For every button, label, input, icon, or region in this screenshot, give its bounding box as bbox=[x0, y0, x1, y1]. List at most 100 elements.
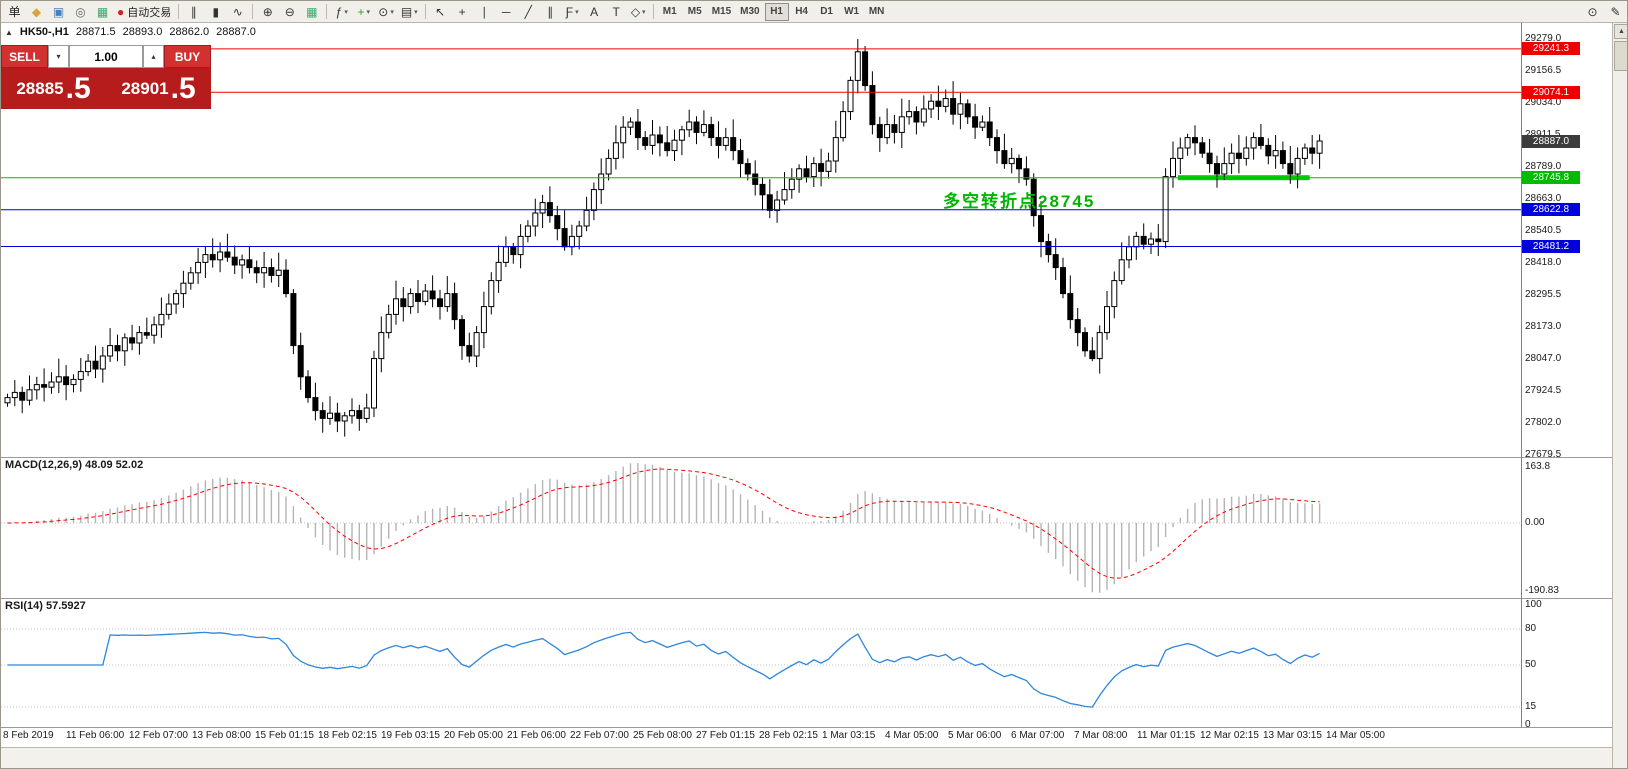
line-chart-button[interactable]: ∿ bbox=[227, 2, 248, 21]
tile-windows-button[interactable]: ▦ bbox=[301, 2, 322, 21]
chevron-down-icon: ▾ bbox=[642, 8, 646, 16]
time-axis-label: 11 Mar 01:15 bbox=[1137, 730, 1196, 741]
price-axis-label: 28047.0 bbox=[1525, 353, 1562, 365]
time-axis-label: 7 Mar 08:00 bbox=[1074, 730, 1128, 741]
price-axis-label: 29034.0 bbox=[1525, 96, 1562, 108]
market-watch-icon: ◆ bbox=[31, 4, 42, 19]
candlestick-chart-button[interactable]: ▮ bbox=[205, 2, 226, 21]
channel-button[interactable]: ∥ bbox=[540, 2, 561, 21]
timeframe-button-m30[interactable]: M30 bbox=[736, 3, 763, 21]
pin-button[interactable]: ✎ bbox=[1605, 2, 1626, 21]
strategy-tester-button[interactable]: ▦ bbox=[92, 2, 113, 21]
collapse-chart-icon[interactable]: ▲ bbox=[5, 27, 13, 37]
zoom-out-button[interactable]: ⊖ bbox=[279, 2, 300, 21]
current-price-tag: 28887.0 bbox=[1522, 134, 1580, 148]
trendline-button[interactable]: ╱ bbox=[518, 2, 539, 21]
shapes-button[interactable]: ◇ ▾ bbox=[628, 2, 649, 21]
new-order-button[interactable]: 单 bbox=[4, 2, 25, 21]
navigator-icon: ▣ bbox=[52, 4, 65, 19]
time-axis-label: 1 Mar 03:15 bbox=[822, 730, 876, 741]
time-axis-label: 25 Feb 08:00 bbox=[633, 730, 692, 741]
strategy-tester-icon: ▦ bbox=[96, 4, 109, 19]
price-tag-28622.8: 28622.8 bbox=[1522, 203, 1580, 217]
timeframe-button-mn[interactable]: MN bbox=[865, 3, 889, 21]
macd-axis-label: 163.8 bbox=[1525, 461, 1551, 472]
buy-price-base: 28901 bbox=[121, 78, 169, 98]
navigator-button[interactable]: ▣ bbox=[48, 2, 69, 21]
autotrading-button[interactable]: ● 自动交易 bbox=[114, 2, 174, 21]
timeframe-button-m1[interactable]: M1 bbox=[658, 3, 682, 21]
sell-price[interactable]: 28885.5 bbox=[1, 68, 106, 109]
timeframe-button-w1[interactable]: W1 bbox=[840, 3, 864, 21]
cursor-button[interactable]: ↖ bbox=[430, 2, 451, 21]
timeframe-button-m5[interactable]: M5 bbox=[683, 3, 707, 21]
bar-chart-button[interactable]: ∥ bbox=[183, 2, 204, 21]
scrollbar-thumb[interactable] bbox=[1614, 41, 1627, 71]
pane-splitter-macd[interactable] bbox=[1, 457, 1612, 458]
toolbar-separator bbox=[252, 4, 254, 19]
trendline-icon: ╱ bbox=[524, 4, 532, 19]
toolbar-separator bbox=[178, 4, 180, 19]
rsi-indicator-label: RSI(14) 57.5927 bbox=[5, 600, 86, 612]
templates-button[interactable]: ▤ ▾ bbox=[398, 2, 421, 21]
rsi-axis-label: 50 bbox=[1525, 659, 1537, 670]
time-axis-label: 4 Mar 05:00 bbox=[885, 730, 939, 741]
sell-price-big-digit: .5 bbox=[65, 71, 91, 105]
volume-decrease-button[interactable]: ▾ bbox=[48, 45, 69, 68]
chevron-down-icon: ▾ bbox=[344, 8, 348, 16]
vertical-line-button[interactable]: ∣ bbox=[474, 2, 495, 21]
timeframe-button-m15[interactable]: M15 bbox=[708, 3, 735, 21]
toolbar-buttons-group: 单 ◆ ▣ ◎ ▦ ● 自动交易 ∥ ▮ ∿ ⊕ ⊖ ▦ ƒ ▾ + ▾ ⊙ ▾ ▤ ▾ ↖ + ∣ ─ ╱ ∥ Ƒ ▾ A T ◇ ▾ bbox=[4, 2, 657, 21]
text-label-button[interactable]: T bbox=[606, 2, 627, 21]
price-chart-pane[interactable] bbox=[1, 23, 1521, 457]
time-axis-label: 27 Feb 01:15 bbox=[696, 730, 755, 741]
shapes-icon: ◇ bbox=[630, 4, 641, 19]
macd-pane[interactable] bbox=[1, 457, 1521, 598]
zoom-out-icon: ⊖ bbox=[284, 4, 295, 19]
crosshair-button[interactable]: + bbox=[452, 2, 473, 21]
terminal-button[interactable]: ◎ bbox=[70, 2, 91, 21]
periods-button[interactable]: ⊙ ▾ bbox=[375, 2, 397, 21]
vertical-line-icon: ∣ bbox=[481, 4, 488, 19]
timeframe-button-h4[interactable]: H4 bbox=[790, 3, 814, 21]
timeframe-button-h1[interactable]: H1 bbox=[764, 2, 789, 21]
toolbar-right-group: ⊙ ✎ bbox=[1582, 2, 1626, 21]
toolbar-separator bbox=[652, 4, 654, 19]
price-tag-28481.2: 28481.2 bbox=[1522, 240, 1580, 253]
volume-increase-button[interactable]: ▴ bbox=[143, 45, 164, 68]
autotrading-icon: ● bbox=[117, 4, 125, 19]
chevron-down-icon: ▾ bbox=[366, 8, 371, 16]
price-tag-28745.8: 28745.8 bbox=[1522, 171, 1580, 185]
volume-input[interactable] bbox=[69, 45, 143, 68]
buy-button[interactable]: BUY bbox=[164, 45, 211, 68]
add-indicator-button[interactable]: + ▾ bbox=[353, 2, 374, 21]
cursor-icon: ↖ bbox=[435, 4, 446, 19]
autotrading-button-label: 自动交易 bbox=[127, 6, 172, 19]
vertical-scrollbar[interactable]: ▲ bbox=[1612, 23, 1627, 768]
chart-annotation-text[interactable]: 多空转折点28745 bbox=[943, 192, 1096, 211]
search-button[interactable]: ⊙ bbox=[1582, 2, 1603, 21]
indicators-button[interactable]: ƒ ▾ bbox=[331, 2, 352, 21]
chart-window[interactable]: ▲ HK50-,H1 28871.5 28893.0 28862.0 28887… bbox=[1, 23, 1612, 768]
timeframe-button-d1[interactable]: D1 bbox=[815, 3, 839, 21]
channel-icon: ∥ bbox=[547, 4, 554, 19]
ohlc-close: 28887.0 bbox=[216, 26, 256, 38]
time-axis-separator bbox=[1, 727, 1612, 728]
terminal-icon: ◎ bbox=[75, 4, 86, 19]
rsi-axis-label: 80 bbox=[1525, 623, 1537, 634]
rsi-pane[interactable] bbox=[1, 598, 1521, 727]
market-watch-button[interactable]: ◆ bbox=[26, 2, 47, 21]
ohlc-high: 28893.0 bbox=[122, 26, 163, 38]
text-icon: A bbox=[590, 4, 599, 19]
price-tag-29241.3: 29241.3 bbox=[1522, 42, 1580, 56]
price-axis-label: 27802.0 bbox=[1525, 417, 1562, 429]
horizontal-line-button[interactable]: ─ bbox=[496, 2, 517, 21]
pane-splitter-rsi[interactable] bbox=[1, 598, 1612, 599]
sell-button[interactable]: SELL bbox=[1, 45, 48, 68]
scroll-up-button[interactable]: ▲ bbox=[1614, 24, 1627, 39]
buy-price[interactable]: 28901.5 bbox=[106, 68, 211, 109]
zoom-in-button[interactable]: ⊕ bbox=[257, 2, 278, 21]
price-axis-label: 28663.0 bbox=[1525, 193, 1562, 205]
text-button[interactable]: A bbox=[584, 2, 605, 21]
fibonacci-button[interactable]: Ƒ ▾ bbox=[562, 2, 583, 21]
